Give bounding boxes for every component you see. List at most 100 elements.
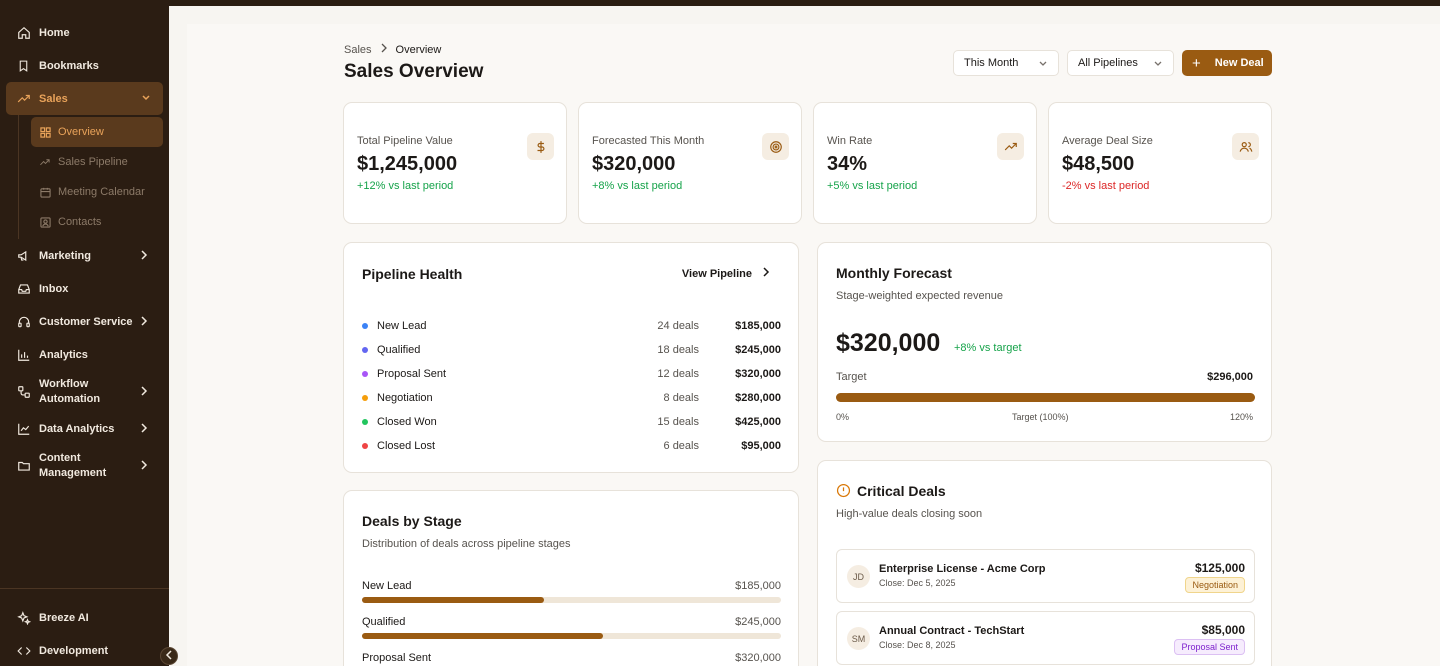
sidebar-subitem-label: Contacts [58,216,102,228]
chevron-right-icon [380,43,388,56]
card-title: Critical Deals [857,483,946,499]
sidebar-item-inbox[interactable]: Inbox [0,272,169,305]
code-icon [16,643,31,658]
stage-name: New Lead [362,580,412,592]
deals-by-stage-card: Deals by Stage Distribution of deals acr… [343,490,799,666]
chevron-down-icon [1038,58,1048,68]
stage-amount: $245,000 [735,616,781,628]
status-badge: Proposal Sent [1174,639,1245,655]
stage-name: Proposal Sent [362,652,432,664]
sidebar: Home Bookmarks Sales Overview Sales Pipe… [0,0,169,666]
sidebar-item-label: Data Analytics [39,422,115,435]
stage-color-dot [362,419,368,425]
chevron-right-icon [139,458,151,472]
stage-amount: $185,000 [735,320,781,332]
calendar-icon [39,186,51,198]
sidebar-item-customer-service[interactable]: Customer Service [0,305,169,338]
sidebar-item-label: Breeze AI [39,611,89,624]
stat-change: +8% vs last period [592,180,683,192]
sidebar-subitem-meeting-calendar[interactable]: Meeting Calendar [31,177,163,207]
stage-deal-count: 15 deals [657,416,699,428]
sidebar-item-bookmarks[interactable]: Bookmarks [0,49,169,82]
stage-color-dot [362,323,368,329]
top-bar [0,0,1440,6]
stage-deal-count: 8 deals [663,392,699,404]
sidebar-subitem-contacts[interactable]: Contacts [31,207,163,237]
chevron-right-icon [139,314,151,328]
stat-label: Forecasted This Month [592,135,705,147]
sidebar-item-label: Analytics [39,348,88,361]
chevron-down-icon [141,91,153,105]
sidebar-item-label: Bookmarks [39,59,99,72]
stage-name: Closed Lost [377,440,436,452]
dollar-icon [527,133,554,160]
bookmark-icon [16,58,31,73]
pipeline-stage-row[interactable]: Closed Lost 6 deals $95,000 [362,438,781,454]
scale-min: 0% [836,412,850,422]
stage-amount: $320,000 [735,368,781,380]
view-pipeline-link[interactable]: View Pipeline [682,267,770,280]
critical-deals-card: Critical Deals High-value deals closing … [817,460,1272,666]
critical-deal-item[interactable]: JD Enterprise License - Acme Corp Close:… [836,549,1255,603]
stage-deal-count: 18 deals [657,344,699,356]
target-icon [762,133,789,160]
sidebar-bottom: Breeze AI Development [0,588,169,666]
sidebar-item-label: Customer Service [39,315,133,328]
alert-circle-icon [836,483,851,498]
home-icon [16,25,31,40]
stat-label: Average Deal Size [1062,135,1153,147]
sidebar-item-sales[interactable]: Sales [6,82,163,115]
sidebar-subitem-overview[interactable]: Overview [31,117,163,147]
sidebar-item-home[interactable]: Home [0,16,169,49]
sidebar-item-analytics[interactable]: Analytics [0,338,169,371]
deal-close-date: Close: Dec 5, 2025 [879,578,956,588]
deal-close-date: Close: Dec 8, 2025 [879,640,956,650]
grid-icon [39,126,51,138]
pipeline-select[interactable]: All Pipelines [1067,50,1174,76]
sidebar-item-development[interactable]: Development [0,634,169,666]
stage-bar-fill [362,597,545,603]
pipeline-stage-row[interactable]: Negotiation 8 deals $280,000 [362,390,781,406]
stat-card-total-pipeline: Total Pipeline Value $1,245,000 +12% vs … [343,102,567,224]
stage-color-dot [362,371,368,377]
monthly-forecast-card: Monthly Forecast Stage-weighted expected… [817,242,1272,442]
sidebar-item-label: Content Management [39,451,107,479]
status-badge: Negotiation [1185,577,1245,593]
deal-amount: $125,000 [1194,561,1245,575]
trending-up-icon [16,91,31,106]
sidebar-subitem-label: Sales Pipeline [58,156,128,168]
stat-card-win-rate: Win Rate 34% +5% vs last period [813,102,1037,224]
sidebar-collapse-button[interactable] [160,647,178,665]
trending-up-icon [39,156,51,168]
pipeline-stage-row[interactable]: Proposal Sent 12 deals $320,000 [362,366,781,382]
new-deal-button[interactable]: + New Deal [1182,50,1272,76]
sidebar-item-content-management[interactable]: Content Management [0,445,169,486]
sidebar-subitem-label: Overview [58,126,104,138]
stage-deal-count: 24 deals [657,320,699,332]
pipeline-stage-row[interactable]: New Lead 24 deals $185,000 [362,318,781,334]
stat-change: +5% vs last period [827,180,918,192]
bar-chart-icon [16,347,31,362]
scale-max: 120% [1229,412,1253,422]
critical-deal-item[interactable]: SM Annual Contract - TechStart Close: De… [836,611,1255,665]
pipeline-stage-row[interactable]: Qualified 18 deals $245,000 [362,342,781,358]
headset-icon [16,314,31,329]
breadcrumb-sales[interactable]: Sales [344,43,372,56]
sidebar-subitem-sales-pipeline[interactable]: Sales Pipeline [31,147,163,177]
card-subtitle: High-value deals closing soon [836,508,983,520]
period-select[interactable]: This Month [953,50,1059,76]
megaphone-icon [16,248,31,263]
stat-card-forecasted: Forecasted This Month $320,000 +8% vs la… [578,102,802,224]
sidebar-item-workflow-automation[interactable]: Workflow Automation [0,371,169,412]
sidebar-item-label: Development [39,644,109,657]
sidebar-item-marketing[interactable]: Marketing [0,239,169,272]
sidebar-item-data-analytics[interactable]: Data Analytics [0,412,169,445]
card-subtitle: Distribution of deals across pipeline st… [362,538,571,550]
sparkles-icon [16,610,31,625]
view-pipeline-label: View Pipeline [681,267,752,280]
pipeline-stage-row[interactable]: Closed Won 15 deals $425,000 [362,414,781,430]
stage-name: Closed Won [377,416,437,428]
deal-name: Enterprise License - Acme Corp [879,563,1046,575]
sidebar-item-breeze-ai[interactable]: Breeze AI [0,601,169,634]
target-label: Target [836,371,867,383]
